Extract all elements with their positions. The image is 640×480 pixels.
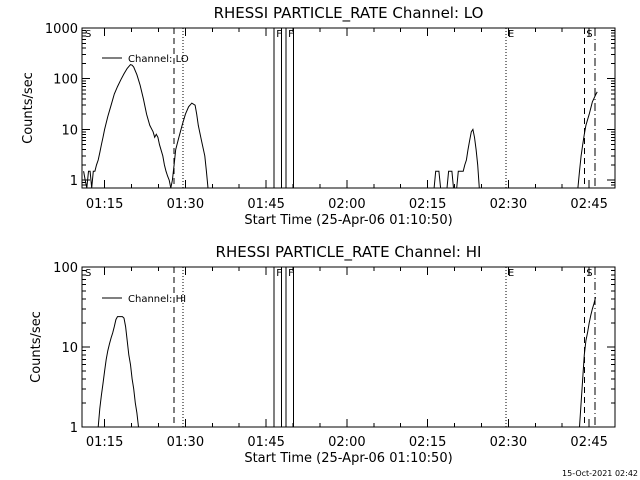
legend-entry: Channel: HI xyxy=(128,294,186,305)
event-marker-label: S xyxy=(586,268,592,279)
x-tick-label: 01:45 xyxy=(247,197,284,212)
footer-timestamp: 15-Oct-2021 02:42 xyxy=(562,469,638,478)
hi-channel-panel: RHESSI PARTICLE_RATE Channel: HI 01:15 01:… xyxy=(29,243,616,466)
x-tick-label: 01:15 xyxy=(86,197,123,212)
series-line xyxy=(170,102,209,188)
axes-frame xyxy=(81,266,616,428)
series-line xyxy=(579,296,597,427)
y-tick-label: 10 xyxy=(61,341,78,356)
series-line xyxy=(577,91,598,188)
x-tick-label: 02:45 xyxy=(570,197,607,212)
event-marker-label: F xyxy=(276,268,282,279)
event-marker-label: E xyxy=(508,268,514,279)
y-axis-label: Counts/sec xyxy=(21,72,36,144)
y-tick-label: 100 xyxy=(53,261,78,276)
lo-channel-panel: RHESSI PARTICLE_RATE Channel: LO 01:15 01:… xyxy=(21,4,616,228)
x-tick-label: 01:30 xyxy=(167,435,204,450)
chart-title: RHESSI PARTICLE_RATE Channel: HI xyxy=(216,243,482,262)
axes-frame xyxy=(81,27,616,189)
event-marker-label: S xyxy=(85,268,91,279)
x-tick-label: 01:15 xyxy=(86,435,123,450)
legend-entry: Channel: LO xyxy=(128,54,189,65)
x-tick-label: 02:15 xyxy=(409,197,446,212)
event-marker-label: S xyxy=(586,29,592,40)
event-marker-label: F xyxy=(288,29,294,40)
x-tick-label: 02:45 xyxy=(570,435,607,450)
y-tick-label: 100 xyxy=(53,73,78,88)
y-tick-label: 10 xyxy=(61,123,78,138)
event-marker-label: E xyxy=(508,29,514,40)
x-tick-label: 02:00 xyxy=(328,197,365,212)
y-tick-label: 1000 xyxy=(45,22,78,37)
series-line xyxy=(83,64,172,188)
x-axis-label: Start Time (25-Apr-06 01:10:50) xyxy=(244,451,452,466)
x-tick-label: 01:45 xyxy=(247,435,284,450)
x-tick-label: 02:30 xyxy=(490,197,527,212)
x-tick-label: 02:15 xyxy=(409,435,446,450)
x-tick-label: 02:00 xyxy=(328,435,365,450)
x-axis-label: Start Time (25-Apr-06 01:10:50) xyxy=(244,213,452,228)
event-marker-label: S xyxy=(85,29,91,40)
event-marker-label: F xyxy=(276,29,282,40)
event-marker-label: F xyxy=(288,268,294,279)
series-line xyxy=(97,316,139,427)
x-tick-label: 01:30 xyxy=(167,197,204,212)
series-line xyxy=(433,128,480,188)
y-tick-label: 1 xyxy=(70,421,78,436)
y-tick-label: 1 xyxy=(70,174,78,189)
x-tick-label: 02:30 xyxy=(490,435,527,450)
y-axis-label: Counts/sec xyxy=(29,311,44,383)
chart-title: RHESSI PARTICLE_RATE Channel: LO xyxy=(214,4,484,23)
